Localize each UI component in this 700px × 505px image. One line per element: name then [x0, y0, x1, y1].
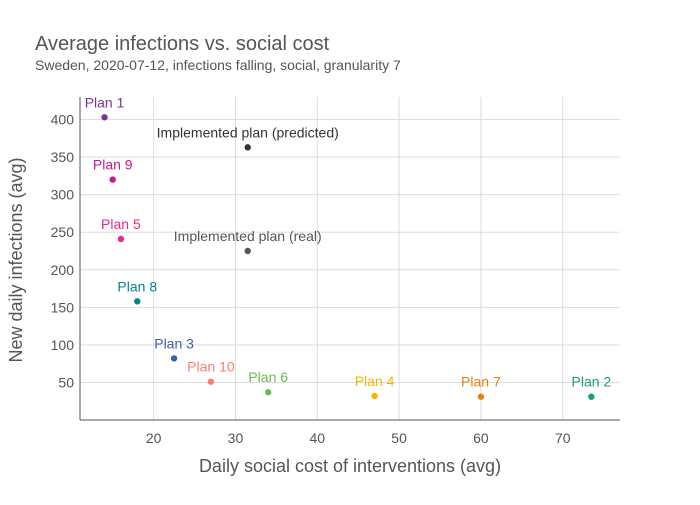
grid-layer: [80, 97, 620, 420]
data-point: [207, 378, 215, 385]
y-tick-label: 300: [51, 187, 75, 203]
x-axis-title: Daily social cost of interventions (avg): [199, 456, 501, 476]
point-label: Plan 2: [572, 374, 612, 390]
point-label: Plan 3: [154, 335, 194, 351]
data-point: [117, 235, 125, 243]
y-tick-label: 100: [51, 337, 75, 353]
y-axis-title: New daily infections (avg): [6, 157, 26, 362]
point-label: Plan 10: [187, 359, 235, 375]
y-tick-label: 50: [58, 374, 74, 390]
data-point: [588, 393, 595, 400]
point-label: Plan 1: [85, 94, 125, 110]
point-labels: Plan 1 Implemented plan (predicted) Plan 9…: [85, 94, 612, 389]
y-tick-label: 200: [51, 262, 75, 278]
x-tick-label: 60: [473, 430, 489, 446]
y-tick-label: 350: [51, 149, 75, 165]
chart-subtitle: Sweden, 2020-07-12, infections falling, …: [35, 57, 401, 73]
x-tick-label: 40: [309, 430, 325, 446]
x-tick-label: 30: [228, 430, 244, 446]
y-tick-label: 250: [51, 224, 75, 240]
y-tick-label: 150: [51, 299, 75, 315]
data-points: [101, 114, 595, 400]
x-tick-label: 20: [146, 430, 162, 446]
data-point: [134, 298, 141, 305]
point-label: Plan 8: [117, 278, 157, 294]
y-tick-label: 400: [51, 112, 75, 128]
tick-labels: 20 30 40 50 60 70 50 100 150 200 250 300 350 400: [51, 112, 571, 446]
x-tick-label: 50: [391, 430, 407, 446]
point-label: Implemented plan (predicted): [157, 124, 339, 140]
point-label: Plan 9: [93, 157, 133, 173]
x-tick-label: 70: [555, 430, 571, 446]
data-point: [264, 389, 272, 396]
data-point: [109, 176, 116, 183]
point-label: Implemented plan (real): [174, 228, 322, 244]
data-point: [101, 114, 108, 121]
chart-title: Average infections vs. social cost: [35, 33, 330, 55]
point-label: Plan 6: [248, 369, 288, 385]
data-point: [244, 247, 251, 255]
point-label: Plan 4: [355, 373, 395, 389]
point-label: Plan 7: [461, 374, 501, 390]
axis-layer: [79, 97, 620, 421]
point-label: Plan 5: [101, 216, 141, 232]
data-point: [477, 393, 485, 400]
data-point: [244, 144, 251, 151]
data-point: [371, 392, 378, 400]
data-point: [170, 355, 178, 362]
